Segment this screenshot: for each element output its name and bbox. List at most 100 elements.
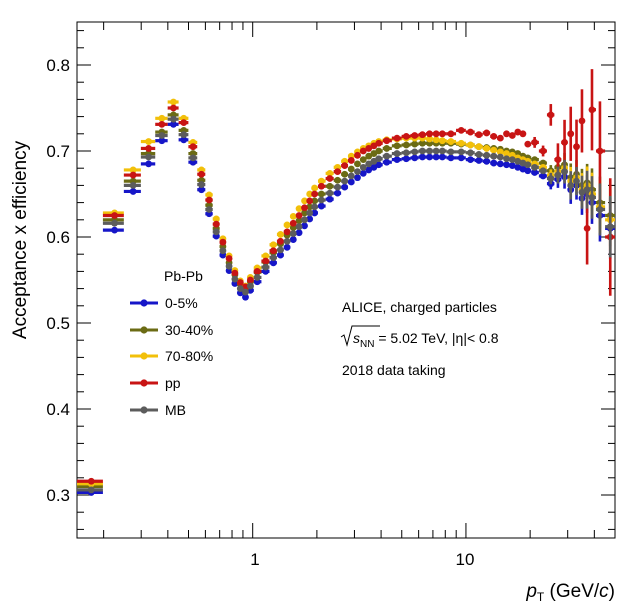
data-point (457, 148, 465, 156)
data-point (158, 114, 166, 122)
annotation-energy: sNN = 5.02 TeV, |η|< 0.8 (340, 325, 499, 350)
data-point (289, 230, 297, 237)
data-point (225, 262, 233, 270)
legend-entry: MB (130, 402, 186, 418)
data-point (242, 293, 249, 301)
data-point (189, 154, 197, 162)
data-point (583, 225, 591, 232)
data-point (295, 205, 303, 213)
data-point (539, 167, 547, 175)
legend-swatch-marker (140, 352, 148, 360)
x-tick-labels: 1 10 (250, 550, 474, 569)
data-point (326, 169, 334, 177)
data-point (306, 215, 314, 223)
data-point (457, 139, 465, 147)
data-point (365, 160, 373, 168)
data-point (354, 174, 361, 182)
data-point (231, 269, 239, 277)
legend: Pb-Pb 0-5% 30-40% 70-80% pp (130, 268, 213, 418)
data-point (311, 184, 318, 192)
data-point (111, 219, 118, 227)
data-point (567, 130, 575, 138)
data-point (490, 146, 498, 154)
data-point (508, 162, 516, 170)
data-point (253, 274, 261, 281)
data-point (198, 186, 205, 194)
data-point (514, 163, 522, 171)
data-point (180, 119, 188, 127)
x-axis-title-main: p (525, 581, 537, 602)
data-point (246, 276, 254, 284)
data-point (475, 157, 483, 164)
data-point (277, 231, 284, 238)
data-point (438, 137, 446, 145)
data-point (334, 176, 341, 184)
data-point (402, 155, 410, 163)
series-0-5% (77, 120, 615, 496)
data-point (318, 182, 325, 190)
data-point (269, 241, 277, 249)
data-point (490, 152, 498, 160)
data-point (359, 156, 367, 164)
legend-label: 70-80% (165, 348, 213, 364)
data-point (301, 216, 308, 224)
data-point (170, 104, 177, 112)
data-point (341, 177, 349, 185)
data-point (295, 217, 303, 225)
data-point (419, 139, 426, 147)
data-point (419, 131, 426, 139)
data-point (438, 153, 446, 161)
data-point (334, 183, 341, 191)
data-point (365, 152, 373, 160)
data-point (524, 167, 532, 175)
data-point (490, 159, 498, 167)
legend-label: MB (165, 402, 186, 418)
data-point (531, 139, 539, 146)
data-point (295, 229, 303, 237)
data-point (467, 141, 474, 149)
data-point (393, 134, 401, 142)
data-point (269, 247, 277, 255)
data-point (411, 148, 419, 156)
data-point (301, 197, 308, 205)
data-point (539, 147, 547, 155)
data-point (573, 143, 580, 151)
data-point (236, 279, 244, 286)
data-point (447, 148, 455, 156)
y-tick-label: 0.4 (46, 400, 70, 419)
data-point (262, 252, 270, 260)
data-point (283, 228, 291, 236)
data-point (306, 203, 314, 211)
data-point (354, 168, 361, 176)
data-point (496, 153, 504, 161)
data-point (347, 178, 355, 186)
y-tick-label: 0.6 (46, 228, 70, 247)
data-point (347, 157, 355, 164)
data-point (301, 204, 308, 212)
data-point (508, 132, 516, 139)
data-point (375, 139, 383, 147)
axis-ticks (77, 22, 616, 538)
data-point (438, 147, 446, 155)
data-point (432, 130, 440, 138)
data-point (198, 181, 205, 188)
data-point (158, 137, 166, 145)
data-point (205, 206, 213, 213)
data-point (158, 120, 166, 128)
data-point (432, 136, 440, 144)
legend-label: 0-5% (165, 295, 198, 311)
data-point (457, 126, 465, 134)
data-point (438, 130, 446, 138)
annotation: ALICE, charged particles sNN = 5.02 TeV,… (340, 299, 499, 378)
data-point (457, 154, 465, 162)
data-point (383, 145, 391, 152)
data-point (561, 168, 568, 176)
annotation-title: ALICE, charged particles (342, 299, 497, 315)
data-point (467, 128, 474, 136)
data-point (301, 209, 308, 217)
legend-title: Pb-Pb (164, 268, 203, 284)
data-point (212, 220, 220, 228)
data-point (306, 209, 314, 217)
data-point (87, 477, 95, 485)
